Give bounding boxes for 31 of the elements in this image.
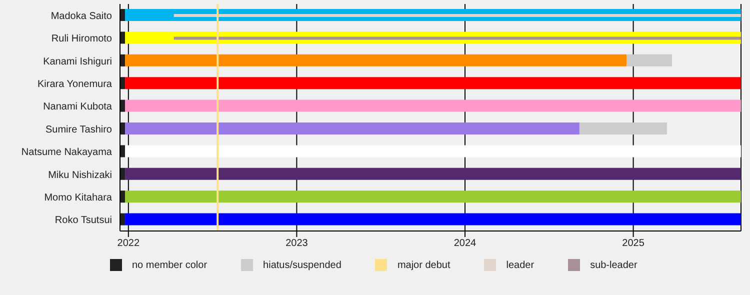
legend-label: major debut — [397, 260, 450, 270]
x-tick-label: 2024 — [454, 238, 477, 250]
y-tick-label: Miku Nishizaki — [48, 170, 112, 181]
x-tick-label: 2022 — [117, 238, 140, 250]
bar — [626, 54, 672, 66]
y-tick-label: Ruli Hiromoto — [51, 34, 112, 45]
bar — [125, 213, 741, 226]
x-tick-label: 2023 — [286, 238, 308, 250]
bar — [125, 190, 741, 203]
legend-label: leader — [506, 260, 534, 270]
y-tick-label: Kirara Yonemura — [38, 78, 112, 90]
y-tick-label: Roko Tsutsui — [54, 215, 112, 226]
bar — [174, 14, 741, 17]
bar — [125, 54, 627, 66]
bar — [125, 77, 741, 90]
bar — [125, 100, 741, 112]
y-tick-label: Kanami Ishiguri — [43, 56, 112, 68]
y-tick-label: Momo Kitahara — [44, 192, 112, 204]
bar — [579, 122, 667, 134]
bar — [125, 145, 741, 158]
legend-label: sub-leader — [590, 260, 638, 270]
y-tick-label: Nanami Kubota — [43, 102, 112, 113]
y-tick-label: Madoka Saito — [50, 10, 112, 22]
x-tick-label: 2025 — [622, 238, 645, 250]
y-tick-label: Natsume Nakayama — [21, 147, 112, 158]
legend-label: hiatus/suspended — [263, 260, 342, 270]
legend-label: no member color — [132, 260, 208, 270]
bar — [174, 36, 741, 40]
bar — [125, 168, 741, 180]
bar — [125, 122, 580, 134]
y-tick-label: Sumire Tashiro — [45, 124, 112, 136]
